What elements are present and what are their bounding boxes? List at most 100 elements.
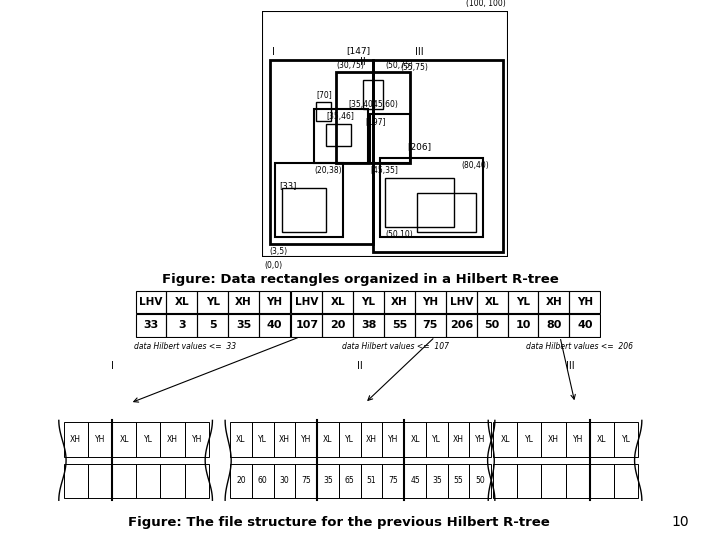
Bar bbox=[339, 463, 361, 498]
Text: XH: XH bbox=[279, 435, 290, 444]
Bar bbox=[135, 314, 166, 336]
Text: 30: 30 bbox=[279, 476, 289, 485]
Text: XH: XH bbox=[235, 297, 252, 307]
Text: 40: 40 bbox=[267, 320, 282, 330]
Text: (20,38): (20,38) bbox=[314, 166, 341, 174]
Text: III: III bbox=[566, 361, 575, 371]
Text: 40: 40 bbox=[577, 320, 593, 330]
Bar bbox=[539, 291, 570, 313]
Text: 35: 35 bbox=[432, 476, 441, 485]
Text: YL: YL bbox=[346, 435, 354, 444]
Text: XL: XL bbox=[485, 297, 500, 307]
Text: XH: XH bbox=[548, 435, 559, 444]
Text: 33: 33 bbox=[143, 320, 158, 330]
Bar bbox=[469, 463, 491, 498]
Bar bbox=[508, 314, 539, 336]
Bar bbox=[88, 463, 112, 498]
Bar bbox=[228, 291, 259, 313]
Bar bbox=[166, 291, 197, 313]
Bar bbox=[339, 422, 361, 457]
Text: LHV: LHV bbox=[139, 297, 163, 307]
Text: 107: 107 bbox=[295, 320, 318, 330]
Bar bbox=[448, 463, 469, 498]
Text: Figure: Data rectangles organized in a Hilbert R-tree: Figure: Data rectangles organized in a H… bbox=[161, 273, 559, 286]
Text: 65: 65 bbox=[345, 476, 354, 485]
Text: [70]: [70] bbox=[316, 90, 332, 99]
Text: XL: XL bbox=[323, 435, 333, 444]
Bar bbox=[317, 463, 339, 498]
Text: data Hilbert values <=  206: data Hilbert values <= 206 bbox=[526, 342, 634, 351]
Bar bbox=[112, 463, 136, 498]
Text: 35: 35 bbox=[323, 476, 333, 485]
Bar bbox=[570, 291, 600, 313]
Bar bbox=[274, 463, 295, 498]
Text: XL: XL bbox=[410, 435, 420, 444]
Bar bbox=[228, 314, 259, 336]
Bar bbox=[136, 422, 161, 457]
Text: [33]: [33] bbox=[279, 181, 297, 190]
Bar bbox=[361, 422, 382, 457]
Text: YH: YH bbox=[95, 435, 105, 444]
Bar bbox=[590, 422, 614, 457]
Bar bbox=[404, 463, 426, 498]
Bar bbox=[63, 422, 88, 457]
Text: 5: 5 bbox=[209, 320, 217, 330]
Text: (50,75): (50,75) bbox=[385, 61, 413, 70]
Text: 51: 51 bbox=[366, 476, 377, 485]
Text: XL: XL bbox=[236, 435, 246, 444]
Bar bbox=[295, 463, 317, 498]
Text: YH: YH bbox=[388, 435, 398, 444]
Text: YL: YL bbox=[621, 435, 631, 444]
Bar bbox=[166, 314, 197, 336]
Bar bbox=[292, 314, 323, 336]
Bar bbox=[539, 314, 570, 336]
Bar bbox=[292, 291, 323, 313]
Bar bbox=[363, 79, 383, 109]
Text: I: I bbox=[272, 48, 275, 57]
Bar bbox=[316, 102, 331, 122]
Bar bbox=[135, 291, 166, 313]
Text: II: II bbox=[360, 57, 366, 68]
Bar bbox=[493, 463, 517, 498]
Text: XH: XH bbox=[167, 435, 178, 444]
Bar bbox=[426, 422, 448, 457]
Bar bbox=[384, 291, 415, 313]
Text: YH: YH bbox=[577, 297, 593, 307]
Bar bbox=[295, 422, 317, 457]
Bar bbox=[326, 124, 351, 146]
Text: YH: YH bbox=[475, 435, 485, 444]
Bar bbox=[477, 314, 508, 336]
Text: YL: YL bbox=[144, 435, 153, 444]
Text: LHV: LHV bbox=[295, 297, 318, 307]
Text: YH: YH bbox=[266, 297, 282, 307]
Bar bbox=[136, 463, 161, 498]
Text: 50: 50 bbox=[475, 476, 485, 485]
Bar bbox=[566, 463, 590, 498]
Text: 38: 38 bbox=[361, 320, 377, 330]
Text: III: III bbox=[415, 48, 423, 57]
Text: [206]: [206] bbox=[408, 142, 431, 151]
Bar bbox=[477, 291, 508, 313]
Text: YL: YL bbox=[433, 435, 441, 444]
Text: 20: 20 bbox=[330, 320, 346, 330]
Bar bbox=[353, 291, 384, 313]
Bar bbox=[508, 291, 539, 313]
Bar bbox=[382, 422, 404, 457]
Bar bbox=[446, 314, 477, 336]
Text: (50,10): (50,10) bbox=[385, 230, 413, 239]
Text: [45,35]: [45,35] bbox=[371, 166, 398, 174]
Text: (80,40): (80,40) bbox=[462, 161, 489, 170]
Bar bbox=[317, 422, 339, 457]
Text: data Hilbert values <=  33: data Hilbert values <= 33 bbox=[134, 342, 236, 351]
Bar bbox=[382, 463, 404, 498]
Bar bbox=[197, 314, 228, 336]
Text: 55: 55 bbox=[392, 320, 407, 330]
Text: LHV: LHV bbox=[449, 297, 473, 307]
Bar bbox=[517, 463, 541, 498]
Bar bbox=[404, 422, 426, 457]
Text: 10: 10 bbox=[672, 516, 689, 529]
Text: 75: 75 bbox=[423, 320, 438, 330]
Bar bbox=[417, 193, 476, 232]
Bar bbox=[88, 422, 112, 457]
Text: Figure: The file structure for the previous Hilbert R-tree: Figure: The file structure for the previ… bbox=[127, 516, 549, 529]
